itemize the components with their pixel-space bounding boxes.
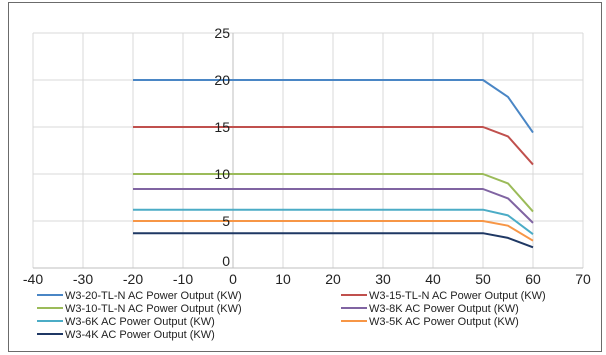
y-tick-label: 25 — [214, 25, 230, 41]
series-line-2 — [133, 173, 534, 213]
legend: W3-20-TL-N AC Power Output (KW) W3-15-TL-… — [37, 290, 546, 341]
x-tick-label: -20 — [123, 271, 143, 287]
series-line-6 — [133, 232, 534, 249]
series-line-1 — [133, 126, 534, 166]
x-tick-label: 50 — [475, 271, 491, 287]
legend-label-3: W3-8K AC Power Output (KW) — [369, 303, 519, 315]
chart-frame: -40 -30 -20 -10 0 10 20 30 40 50 60 70 0 5 10 15 20 25 W3… — [8, 2, 602, 352]
legend-label-1: W3-15-TL-N AC Power Output (KW) — [369, 290, 546, 302]
legend-label-0: W3-20-TL-N AC Power Output (KW) — [65, 290, 242, 302]
x-tick-label: 0 — [229, 271, 237, 287]
legend-label-4: W3-6K AC Power Output (KW) — [65, 316, 215, 328]
x-tick-label: 60 — [525, 271, 541, 287]
series-line-5 — [133, 220, 534, 242]
series-lines — [133, 79, 534, 249]
series-line-3 — [133, 188, 534, 224]
legend-label-6: W3-4K AC Power Output (KW) — [65, 329, 215, 341]
x-tick-label: -10 — [173, 271, 193, 287]
y-tick-label: 20 — [214, 72, 230, 88]
y-tick-label: 15 — [214, 119, 230, 135]
x-tick-label: 70 — [575, 271, 591, 287]
legend-label-2: W3-10-TL-N AC Power Output (KW) — [65, 303, 242, 315]
x-tick-label: -30 — [73, 271, 93, 287]
x-tick-label: 10 — [275, 271, 291, 287]
axes — [33, 33, 583, 269]
tick-labels: -40 -30 -20 -10 0 10 20 30 40 50 60 70 0 5 10 15 20 25 — [23, 25, 591, 287]
series-line-4 — [133, 208, 534, 235]
x-tick-label: 20 — [325, 271, 341, 287]
line-chart: -40 -30 -20 -10 0 10 20 30 40 50 60 70 0 5 10 15 20 25 W3… — [23, 25, 591, 341]
x-tick-label: -40 — [23, 271, 43, 287]
y-tick-label: 5 — [222, 213, 230, 229]
x-tick-label: 30 — [375, 271, 391, 287]
x-tick-label: 40 — [425, 271, 441, 287]
y-tick-label: 10 — [214, 166, 230, 182]
y-tick-label: 0 — [222, 253, 230, 269]
legend-label-5: W3-5K AC Power Output (KW) — [369, 316, 519, 328]
series-line-0 — [133, 79, 534, 134]
